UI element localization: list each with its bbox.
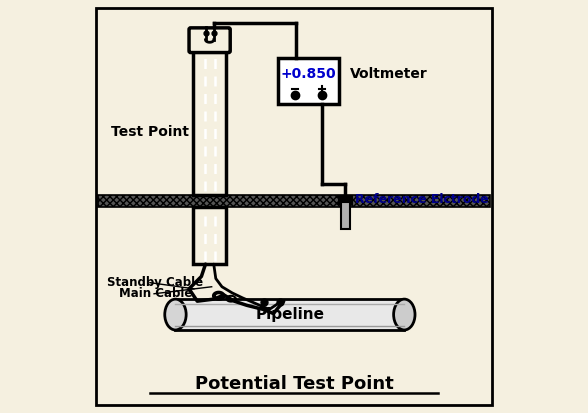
Text: Pipeline: Pipeline [255, 307, 325, 322]
Text: +0.850: +0.850 [280, 67, 336, 81]
Bar [278, 58, 339, 104]
Text: Reference Elctrode: Reference Elctrode [355, 193, 489, 206]
Ellipse shape [393, 299, 415, 330]
Bar [175, 299, 405, 330]
FancyBboxPatch shape [189, 28, 230, 52]
Bar [98, 195, 490, 206]
Text: Voltmeter: Voltmeter [350, 67, 427, 81]
Bar [193, 29, 226, 195]
Text: Test Point: Test Point [111, 126, 189, 140]
Bar [193, 206, 226, 264]
Text: Potential Test Point: Potential Test Point [195, 375, 393, 393]
Text: Main Cable: Main Cable [119, 287, 192, 300]
Ellipse shape [165, 299, 186, 330]
Bar [341, 202, 350, 229]
Bar [339, 196, 352, 204]
Text: Standby Cable: Standby Cable [106, 276, 203, 289]
